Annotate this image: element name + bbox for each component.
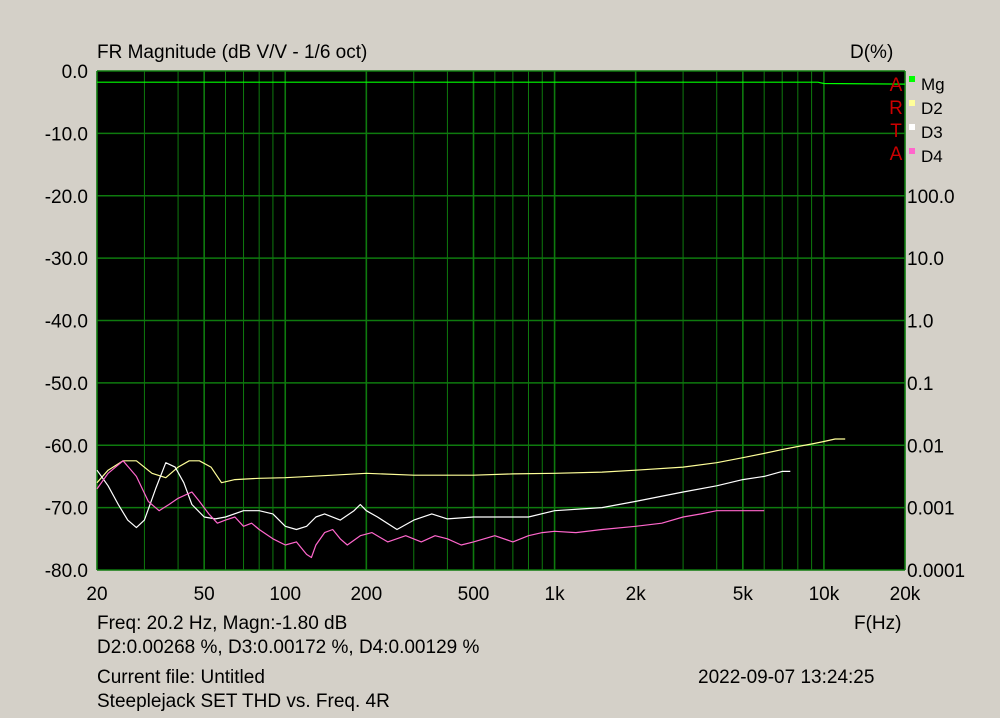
- right-tick-label: 0.001: [907, 499, 955, 520]
- x-tick-label: 2k: [626, 584, 647, 605]
- legend-label-d2: D2: [921, 99, 943, 118]
- watermark-letter: R: [889, 98, 903, 119]
- left-tick-label: 0.0: [62, 62, 88, 83]
- legend-label-d4: D4: [921, 147, 943, 166]
- left-tick-label: -10.0: [45, 124, 88, 145]
- x-tick-label: 100: [269, 584, 301, 605]
- legend-label-mg: Mg: [921, 75, 945, 94]
- watermark-letter: A: [890, 144, 903, 165]
- right-tick-label: 0.0001: [907, 561, 965, 582]
- x-tick-label: 200: [350, 584, 382, 605]
- series-lines: [96, 81, 906, 559]
- watermark-letter: T: [890, 121, 902, 142]
- left-tick-label: -30.0: [45, 249, 88, 270]
- left-tick-label: -70.0: [45, 499, 88, 520]
- x-tick-label: 5k: [733, 584, 754, 605]
- current-file-label: Current file: Untitled: [97, 667, 265, 688]
- x-tick-label: 50: [194, 584, 215, 605]
- left-tick-label: -20.0: [45, 187, 88, 208]
- right-tick-label: 0.01: [907, 436, 944, 457]
- legend-label-d3: D3: [921, 123, 943, 142]
- right-axis-title: D(%): [850, 42, 894, 63]
- x-tick-label: 20k: [890, 584, 921, 605]
- legend-swatch-d4: [909, 148, 915, 154]
- legend: Mg D2 D3 D4: [909, 75, 945, 166]
- watermark-letter: A: [890, 75, 903, 96]
- x-tick-label: 500: [458, 584, 490, 605]
- x-tick-label: 1k: [545, 584, 566, 605]
- legend-swatch-d2: [909, 100, 915, 106]
- left-tick-label: -50.0: [45, 374, 88, 395]
- legend-swatch-mg: [909, 76, 915, 82]
- legend-swatch-d3: [909, 124, 915, 130]
- timestamp: 2022-09-07 13:24:25: [698, 667, 875, 688]
- left-axis-ticks: 0.0 -10.0 -20.0 -30.0 -40.0 -50.0 -60.0 -70.0 -8…: [45, 62, 88, 582]
- x-axis-ticks: 20 50 100 200 500 1k 2k 5k 10k 20k: [86, 584, 920, 605]
- right-axis-ticks: 100.0 10.0 1.0 0.1 0.01 0.001 0.0001: [907, 187, 965, 582]
- left-tick-label: -60.0: [45, 436, 88, 457]
- series-line-d3: [96, 462, 791, 531]
- measurement-description: Steeplejack SET THD vs. Freq. 4R: [97, 691, 390, 712]
- x-tick-label: 20: [86, 584, 107, 605]
- series-line-mg: [97, 81, 906, 85]
- left-tick-label: -40.0: [45, 312, 88, 333]
- x-tick-label: 10k: [809, 584, 840, 605]
- right-tick-label: 10.0: [907, 249, 944, 270]
- chart-title: FR Magnitude (dB V/V - 1/6 oct): [97, 42, 368, 63]
- cursor-readout-distortion: D2:0.00268 %, D3:0.00172 %, D4:0.00129 %: [97, 637, 480, 658]
- cursor-readout-magnitude: Freq: 20.2 Hz, Magn:-1.80 dB: [97, 613, 348, 634]
- right-tick-label: 1.0: [907, 312, 933, 333]
- series-line-d2: [96, 438, 846, 484]
- series-line-d4: [96, 460, 765, 559]
- x-axis-label: F(Hz): [854, 613, 902, 634]
- right-tick-label: 100.0: [907, 187, 955, 208]
- right-tick-label: 0.1: [907, 374, 933, 395]
- left-tick-label: -80.0: [45, 561, 88, 582]
- grid: [96, 70, 906, 571]
